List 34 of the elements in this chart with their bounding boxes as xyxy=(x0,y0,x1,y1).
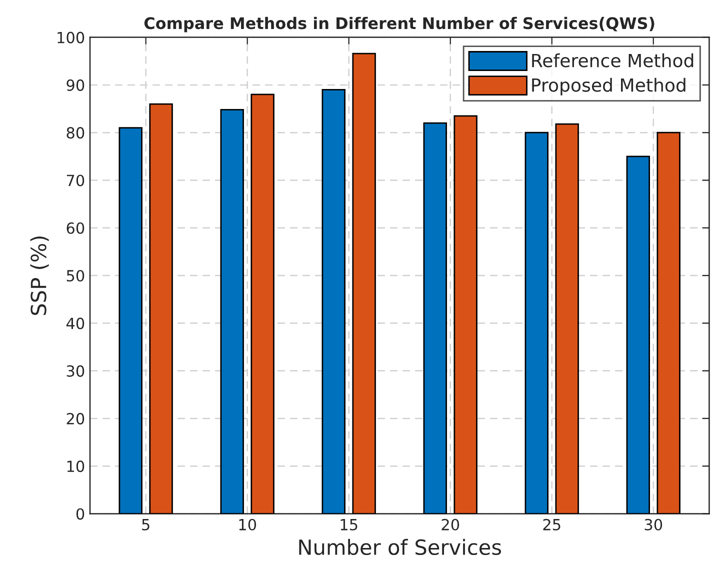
y-tick-label: 40 xyxy=(66,318,84,330)
y-tick-label: 100 xyxy=(58,32,84,44)
y-tick-label: 80 xyxy=(66,127,84,139)
x-tick-label: 20 xyxy=(442,518,460,530)
y-tick-label: 60 xyxy=(66,222,84,234)
bar xyxy=(149,103,173,514)
bar xyxy=(118,127,142,514)
bar xyxy=(656,132,680,514)
bar xyxy=(250,94,274,514)
x-tick-label: 10 xyxy=(239,518,256,530)
x-tick-label: 5 xyxy=(142,519,150,530)
legend-label: Reference Method xyxy=(532,53,694,68)
y-axis-title: SSP (%) xyxy=(30,236,49,315)
y-tick-label: 30 xyxy=(66,365,84,377)
bar xyxy=(454,115,478,514)
x-tick-label: 15 xyxy=(340,519,358,530)
bar xyxy=(524,132,548,514)
bar xyxy=(322,89,346,514)
bar xyxy=(423,122,447,514)
x-tick-label: 30 xyxy=(644,518,662,530)
y-tick-label: 0 xyxy=(76,508,84,520)
y-tick-label: 10 xyxy=(67,460,84,472)
bar xyxy=(626,156,650,514)
legend-label: Proposed Method xyxy=(532,78,686,96)
y-tick-label: 20 xyxy=(66,412,84,424)
bar xyxy=(220,109,244,514)
chart-title: Compare Methods in Different Number of Services(QWS) xyxy=(144,16,654,32)
x-axis-title: Number of Services xyxy=(299,538,502,556)
bar xyxy=(555,123,579,514)
y-tick-label: 50 xyxy=(66,270,84,282)
bar xyxy=(352,52,376,514)
x-tick-label: 25 xyxy=(543,518,560,530)
y-tick-label: 70 xyxy=(66,174,84,186)
y-tick-label: 90 xyxy=(66,79,84,91)
